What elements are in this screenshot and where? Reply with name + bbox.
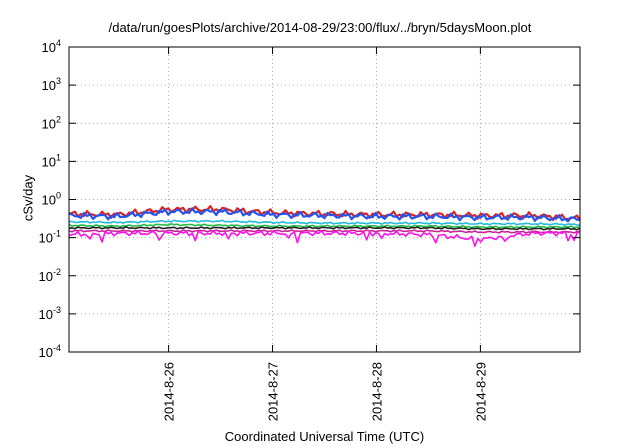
grid-lines xyxy=(69,47,580,352)
y-tick-label: 101 xyxy=(42,152,61,169)
series-line xyxy=(68,219,581,226)
series-line xyxy=(68,207,581,223)
chart-title: /data/run/goesPlots/archive/2014-08-29/2… xyxy=(108,20,532,35)
y-tick-label: 104 xyxy=(42,38,61,55)
y-tick-label: 10-3 xyxy=(39,305,61,322)
series-line xyxy=(68,223,581,229)
plot-frame xyxy=(68,46,581,353)
x-tick-label: 2014-8-26 xyxy=(162,362,177,421)
y-axis-label: cSv/day xyxy=(20,174,36,222)
y-tick-label: 10-4 xyxy=(39,343,61,360)
x-tick-label: 2014-8-29 xyxy=(473,362,488,421)
y-tick-label: 10-2 xyxy=(39,267,61,284)
x-axis-label: Coordinated Universal Time (UTC) xyxy=(224,429,425,444)
y-tick-label: 10-1 xyxy=(39,229,61,246)
series-line xyxy=(68,226,581,231)
axis-ticks: 104 103 102 101 100 10-1 10-2 10-3 10-4 2014-8-26… xyxy=(39,38,580,421)
y-tick-label: 100 xyxy=(42,191,61,208)
x-tick-label: 2014-8-28 xyxy=(369,362,384,421)
series-line xyxy=(68,229,581,247)
series-line xyxy=(68,229,581,234)
series-line xyxy=(68,205,581,222)
y-tick-label: 102 xyxy=(42,114,61,131)
x-tick-label: 2014-8-27 xyxy=(266,362,281,421)
series-lines xyxy=(68,205,581,247)
y-tick-label: 103 xyxy=(42,76,61,93)
